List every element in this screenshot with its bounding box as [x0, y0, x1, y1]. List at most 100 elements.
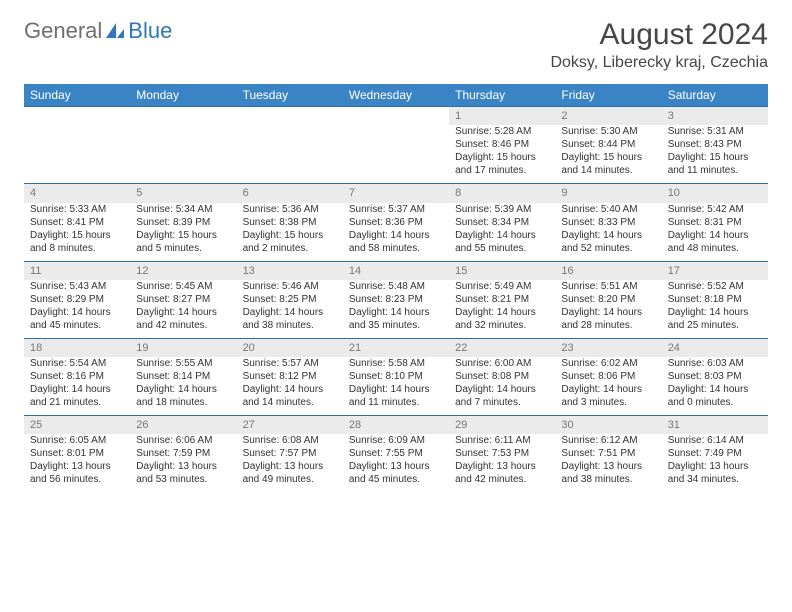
day-number-cell: 29: [449, 416, 555, 435]
day-number-cell: 19: [130, 338, 236, 357]
day-sunrise: Sunrise: 5:39 AM: [455, 203, 549, 216]
header-row: General Blue August 2024 Doksy, Libereck…: [24, 18, 768, 72]
weekday-header: Monday: [130, 84, 236, 107]
day-detail-cell: Sunrise: 5:46 AMSunset: 8:25 PMDaylight:…: [237, 280, 343, 339]
day-sunrise: Sunrise: 6:14 AM: [668, 434, 762, 447]
day-detail-cell: Sunrise: 6:06 AMSunset: 7:59 PMDaylight:…: [130, 434, 236, 492]
day-detail-cell: Sunrise: 5:48 AMSunset: 8:23 PMDaylight:…: [343, 280, 449, 339]
day-number-cell: 21: [343, 338, 449, 357]
day-day2: and 32 minutes.: [455, 319, 549, 332]
day-day1: Daylight: 13 hours: [668, 460, 762, 473]
day-detail-cell: Sunrise: 5:39 AMSunset: 8:34 PMDaylight:…: [449, 203, 555, 262]
day-day2: and 14 minutes.: [561, 164, 655, 177]
day-day1: Daylight: 13 hours: [349, 460, 443, 473]
day-sunrise: Sunrise: 5:40 AM: [561, 203, 655, 216]
day-number-cell: 14: [343, 261, 449, 280]
day-number-cell: [343, 107, 449, 126]
day-day1: Daylight: 14 hours: [668, 229, 762, 242]
day-day2: and 11 minutes.: [349, 396, 443, 409]
day-detail-cell: Sunrise: 6:11 AMSunset: 7:53 PMDaylight:…: [449, 434, 555, 492]
day-day1: Daylight: 15 hours: [243, 229, 337, 242]
day-sunset: Sunset: 8:34 PM: [455, 216, 549, 229]
day-day1: Daylight: 13 hours: [30, 460, 124, 473]
day-detail-cell: Sunrise: 5:45 AMSunset: 8:27 PMDaylight:…: [130, 280, 236, 339]
day-detail-cell: Sunrise: 5:33 AMSunset: 8:41 PMDaylight:…: [24, 203, 130, 262]
day-day1: Daylight: 14 hours: [136, 383, 230, 396]
day-detail-cell: Sunrise: 5:52 AMSunset: 8:18 PMDaylight:…: [662, 280, 768, 339]
day-number-cell: 8: [449, 184, 555, 203]
day-sunset: Sunset: 8:25 PM: [243, 293, 337, 306]
weekday-header: Sunday: [24, 84, 130, 107]
day-day1: Daylight: 13 hours: [243, 460, 337, 473]
day-sunrise: Sunrise: 5:58 AM: [349, 357, 443, 370]
day-day2: and 42 minutes.: [455, 473, 549, 486]
day-sunset: Sunset: 7:51 PM: [561, 447, 655, 460]
weekday-header: Saturday: [662, 84, 768, 107]
day-day1: Daylight: 14 hours: [349, 306, 443, 319]
day-detail-cell: Sunrise: 6:12 AMSunset: 7:51 PMDaylight:…: [555, 434, 661, 492]
day-number-cell: 30: [555, 416, 661, 435]
day-detail-cell: Sunrise: 5:43 AMSunset: 8:29 PMDaylight:…: [24, 280, 130, 339]
day-sunrise: Sunrise: 6:03 AM: [668, 357, 762, 370]
day-number-row: 11121314151617: [24, 261, 768, 280]
day-sunset: Sunset: 8:33 PM: [561, 216, 655, 229]
day-number-cell: 13: [237, 261, 343, 280]
day-number-cell: [130, 107, 236, 126]
weekday-header: Thursday: [449, 84, 555, 107]
day-sunset: Sunset: 8:31 PM: [668, 216, 762, 229]
day-day1: Daylight: 14 hours: [455, 229, 549, 242]
day-sunset: Sunset: 8:01 PM: [30, 447, 124, 460]
day-sunrise: Sunrise: 5:46 AM: [243, 280, 337, 293]
day-day1: Daylight: 14 hours: [668, 383, 762, 396]
day-sunset: Sunset: 7:53 PM: [455, 447, 549, 460]
day-day2: and 8 minutes.: [30, 242, 124, 255]
day-number-cell: [237, 107, 343, 126]
logo-sail-icon: [104, 20, 126, 42]
day-day1: Daylight: 14 hours: [561, 229, 655, 242]
day-number-cell: 26: [130, 416, 236, 435]
day-detail-row: Sunrise: 5:43 AMSunset: 8:29 PMDaylight:…: [24, 280, 768, 339]
day-day2: and 14 minutes.: [243, 396, 337, 409]
logo: General Blue: [24, 18, 172, 44]
day-sunrise: Sunrise: 6:08 AM: [243, 434, 337, 447]
day-day2: and 38 minutes.: [243, 319, 337, 332]
day-detail-cell: Sunrise: 6:14 AMSunset: 7:49 PMDaylight:…: [662, 434, 768, 492]
day-sunrise: Sunrise: 5:54 AM: [30, 357, 124, 370]
day-sunset: Sunset: 8:20 PM: [561, 293, 655, 306]
day-detail-cell: [130, 125, 236, 184]
day-number-cell: 4: [24, 184, 130, 203]
calendar-table: Sunday Monday Tuesday Wednesday Thursday…: [24, 84, 768, 492]
day-detail-row: Sunrise: 5:54 AMSunset: 8:16 PMDaylight:…: [24, 357, 768, 416]
day-detail-cell: Sunrise: 6:08 AMSunset: 7:57 PMDaylight:…: [237, 434, 343, 492]
day-day2: and 7 minutes.: [455, 396, 549, 409]
day-detail-cell: Sunrise: 6:05 AMSunset: 8:01 PMDaylight:…: [24, 434, 130, 492]
day-detail-cell: Sunrise: 6:09 AMSunset: 7:55 PMDaylight:…: [343, 434, 449, 492]
day-day1: Daylight: 14 hours: [349, 229, 443, 242]
day-day1: Daylight: 14 hours: [561, 383, 655, 396]
day-number-cell: [24, 107, 130, 126]
day-day2: and 45 minutes.: [30, 319, 124, 332]
day-day1: Daylight: 13 hours: [561, 460, 655, 473]
day-detail-row: Sunrise: 5:33 AMSunset: 8:41 PMDaylight:…: [24, 203, 768, 262]
day-sunset: Sunset: 8:08 PM: [455, 370, 549, 383]
logo-text-general: General: [24, 18, 102, 44]
day-day2: and 0 minutes.: [668, 396, 762, 409]
day-number-cell: 2: [555, 107, 661, 126]
day-sunset: Sunset: 8:14 PM: [136, 370, 230, 383]
day-sunset: Sunset: 8:43 PM: [668, 138, 762, 151]
day-day1: Daylight: 14 hours: [349, 383, 443, 396]
day-detail-cell: [343, 125, 449, 184]
day-day1: Daylight: 15 hours: [455, 151, 549, 164]
day-sunrise: Sunrise: 5:34 AM: [136, 203, 230, 216]
day-detail-row: Sunrise: 6:05 AMSunset: 8:01 PMDaylight:…: [24, 434, 768, 492]
day-number-row: 25262728293031: [24, 416, 768, 435]
day-number-cell: 20: [237, 338, 343, 357]
day-number-row: 45678910: [24, 184, 768, 203]
day-sunset: Sunset: 8:06 PM: [561, 370, 655, 383]
day-detail-cell: Sunrise: 5:55 AMSunset: 8:14 PMDaylight:…: [130, 357, 236, 416]
month-title: August 2024: [550, 18, 768, 52]
day-number-cell: 6: [237, 184, 343, 203]
day-number-cell: 15: [449, 261, 555, 280]
day-sunset: Sunset: 8:23 PM: [349, 293, 443, 306]
day-sunset: Sunset: 8:46 PM: [455, 138, 549, 151]
